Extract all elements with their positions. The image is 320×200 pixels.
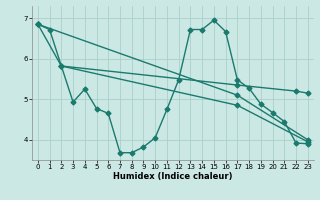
X-axis label: Humidex (Indice chaleur): Humidex (Indice chaleur) (113, 172, 233, 181)
